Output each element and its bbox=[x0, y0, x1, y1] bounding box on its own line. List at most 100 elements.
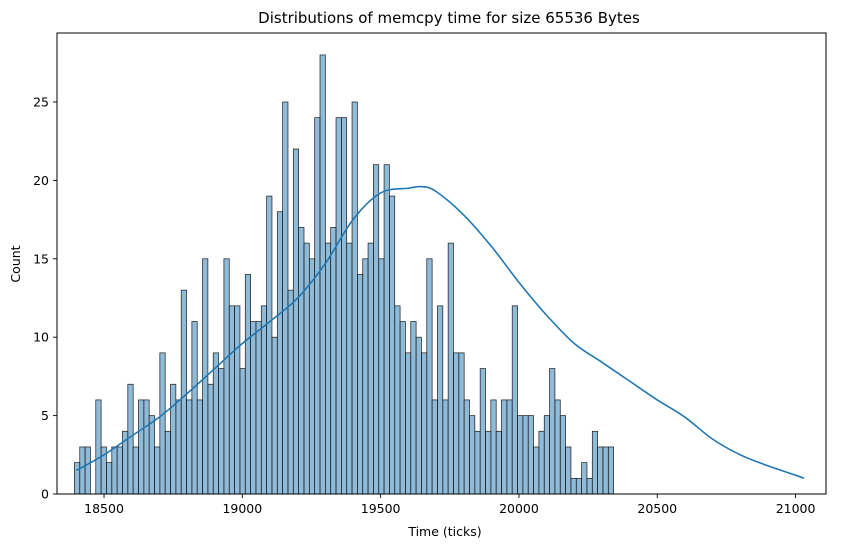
histogram-bar bbox=[170, 383, 177, 495]
histogram-bar bbox=[154, 446, 161, 495]
histogram-bar bbox=[469, 415, 476, 495]
histogram-bar bbox=[303, 242, 310, 495]
histogram-bar bbox=[575, 477, 582, 495]
kde-curve bbox=[75, 185, 805, 480]
histogram-bar bbox=[234, 305, 241, 495]
histogram-bar bbox=[442, 399, 449, 495]
histogram-bar bbox=[138, 399, 145, 495]
histogram-bar bbox=[116, 446, 123, 495]
histogram-bar bbox=[223, 258, 230, 495]
histogram-bar bbox=[260, 305, 267, 495]
y-tick-label: 25 bbox=[33, 94, 49, 109]
histogram-bar bbox=[298, 227, 305, 495]
histogram-bar bbox=[383, 164, 390, 495]
histogram-bar bbox=[538, 430, 545, 495]
histogram-bar bbox=[175, 399, 182, 495]
histogram-bars bbox=[74, 54, 614, 495]
histogram-bar bbox=[431, 399, 438, 495]
histogram-bar bbox=[282, 101, 289, 495]
histogram-bar bbox=[506, 399, 513, 495]
histogram-bar bbox=[581, 462, 588, 495]
histogram-bar bbox=[362, 258, 369, 495]
histogram-bar bbox=[549, 368, 556, 495]
histogram-bar bbox=[543, 415, 550, 495]
histogram-bar bbox=[244, 274, 251, 495]
histogram-bar bbox=[527, 415, 534, 495]
histogram-bar bbox=[357, 274, 364, 495]
histogram-bar bbox=[324, 242, 332, 495]
histogram-bar bbox=[292, 148, 300, 495]
histogram-bar bbox=[330, 227, 337, 495]
histogram-bar bbox=[341, 117, 348, 495]
histogram-bar bbox=[591, 430, 598, 495]
histogram-bar bbox=[405, 352, 412, 495]
histogram-bar bbox=[597, 446, 604, 495]
histogram-bar bbox=[490, 399, 497, 495]
y-tick-label: 0 bbox=[41, 487, 49, 502]
x-tick-label: 18500 bbox=[84, 501, 124, 516]
histogram-bar bbox=[164, 430, 171, 495]
histogram-bar bbox=[415, 336, 422, 495]
histogram-bar bbox=[212, 352, 219, 495]
histogram-bar bbox=[276, 211, 283, 495]
histogram-bar bbox=[191, 321, 198, 495]
x-tick-label: 21000 bbox=[776, 501, 816, 516]
x-tick-label: 20000 bbox=[499, 501, 539, 516]
histogram-bar bbox=[463, 399, 470, 495]
histogram-bar bbox=[554, 399, 561, 495]
histogram-bar bbox=[132, 446, 139, 495]
histogram-bar bbox=[95, 399, 102, 495]
histogram-bar bbox=[511, 305, 518, 495]
x-axis-label: Time (ticks) bbox=[407, 524, 481, 539]
x-tick-label: 19000 bbox=[222, 501, 262, 516]
histogram-bar bbox=[517, 415, 524, 495]
histogram-bar bbox=[570, 477, 577, 495]
histogram-bar bbox=[533, 446, 540, 495]
histogram-bar bbox=[389, 195, 396, 495]
y-axis-ticks: 0 5 10 15 20 25 bbox=[33, 94, 57, 502]
histogram-bar bbox=[410, 321, 417, 495]
histogram-bar bbox=[218, 368, 225, 495]
x-tick-label: 20500 bbox=[637, 501, 677, 516]
histogram-bar bbox=[373, 164, 380, 495]
histogram-bar bbox=[207, 383, 214, 495]
histogram-bar bbox=[437, 305, 444, 495]
histogram-bar bbox=[378, 258, 385, 495]
y-tick-label: 15 bbox=[33, 251, 49, 266]
y-tick-label: 5 bbox=[41, 408, 49, 423]
histogram-bar bbox=[271, 336, 278, 495]
histogram-bar bbox=[84, 446, 91, 495]
histogram-bar bbox=[421, 352, 428, 495]
histogram-bar bbox=[106, 462, 113, 495]
histogram-bar bbox=[314, 117, 321, 495]
histogram-bar bbox=[479, 368, 486, 495]
histogram-bar bbox=[351, 101, 358, 495]
histogram-bar bbox=[565, 446, 572, 495]
histogram-bar bbox=[127, 383, 134, 495]
y-axis-label: Count bbox=[8, 245, 23, 282]
histogram-bar bbox=[143, 399, 150, 495]
histogram-bar bbox=[111, 446, 118, 495]
histogram-bar bbox=[180, 289, 187, 495]
histogram-bar bbox=[250, 321, 257, 495]
histogram-bar bbox=[239, 368, 246, 495]
histogram-bar bbox=[308, 258, 316, 495]
histogram-bar bbox=[447, 242, 454, 495]
histogram-bar bbox=[474, 430, 481, 495]
histogram-bar bbox=[335, 117, 342, 495]
y-tick-label: 20 bbox=[33, 173, 49, 188]
histogram-bar bbox=[501, 399, 508, 495]
histogram-bar bbox=[346, 242, 353, 495]
histogram-bar bbox=[522, 415, 529, 495]
histogram-bar bbox=[367, 242, 374, 495]
histogram-bar bbox=[255, 321, 262, 495]
histogram-bar bbox=[607, 446, 614, 495]
histogram-bar bbox=[399, 321, 406, 495]
histogram-bar bbox=[148, 415, 155, 495]
histogram-bar bbox=[458, 352, 465, 495]
histogram-bar bbox=[228, 305, 235, 495]
histogram-bar bbox=[287, 289, 294, 495]
histogram-bar bbox=[74, 462, 81, 495]
histogram-bar bbox=[196, 399, 203, 495]
